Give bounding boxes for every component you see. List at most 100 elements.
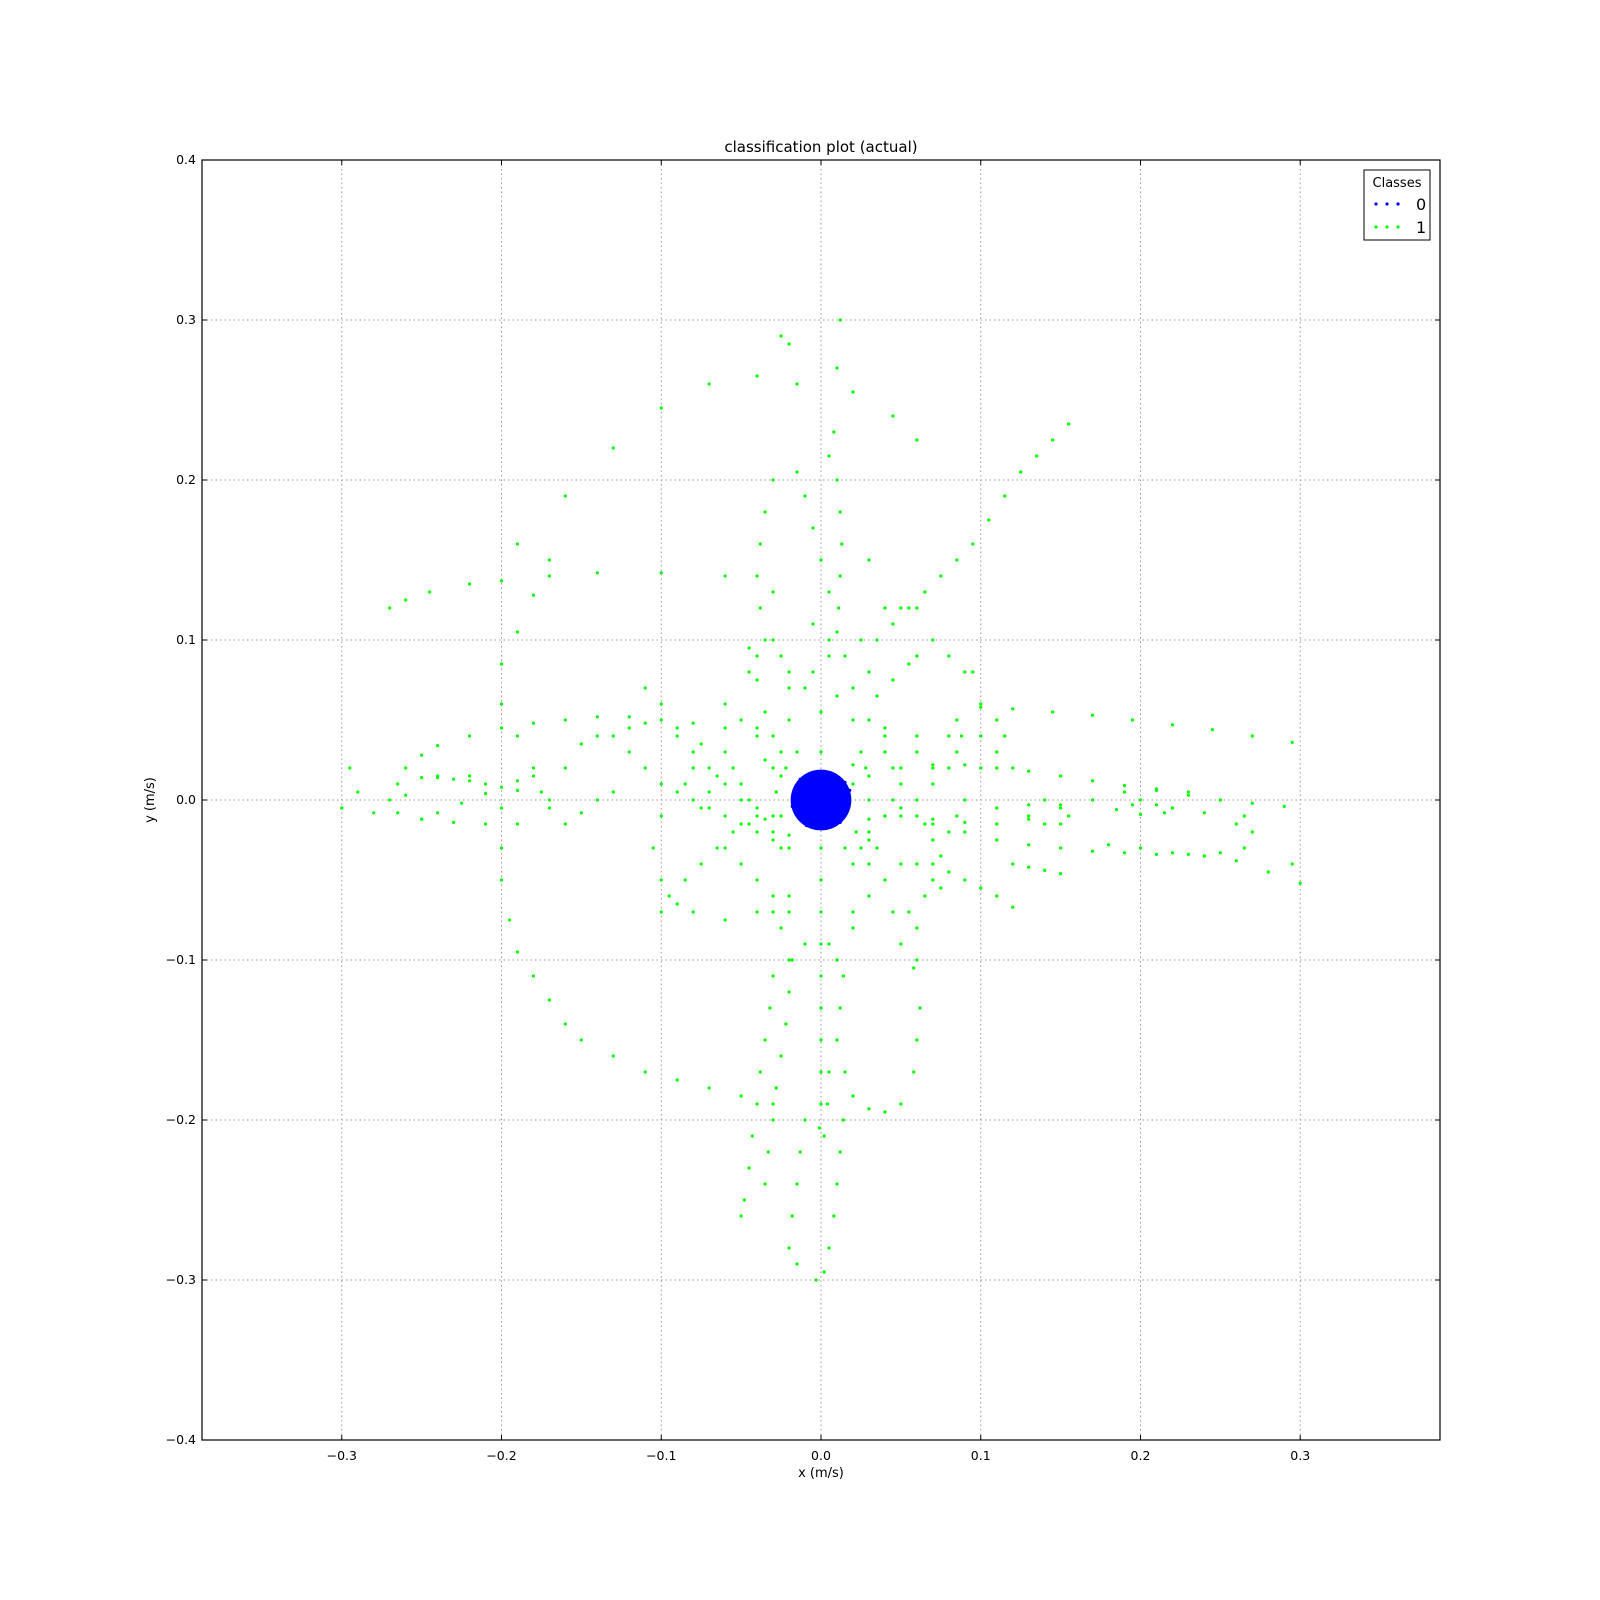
data-point [883,606,887,610]
data-point [819,1006,823,1010]
y-axis-label: y (m/s) [143,777,158,823]
y-tick-label: −0.2 [166,1112,196,1127]
data-point [784,766,788,770]
data-point [531,593,536,597]
legend-marker [1385,202,1389,206]
data-point [923,894,927,898]
data-point [531,766,536,770]
data-point [755,726,759,730]
data-point [643,686,647,690]
data-point [838,510,842,514]
data-point [1234,859,1238,863]
data-point [1011,766,1015,770]
data-point [348,766,352,770]
data-point [915,958,919,962]
data-point [1290,862,1294,866]
data-point [515,788,520,793]
data-point [595,715,599,719]
data-point [923,822,927,826]
y-tick-label: −0.1 [166,952,196,967]
x-tick-label: 0.3 [1290,1448,1310,1463]
data-point [963,763,967,767]
data-point [451,820,456,825]
data-point [891,766,895,770]
data-point [1250,801,1254,805]
data-point [420,817,424,821]
data-point [771,894,775,898]
data-point [627,715,631,719]
data-point [947,870,951,874]
data-point [755,814,759,818]
data-point [867,894,871,898]
data-point [923,590,927,594]
data-point [891,678,895,682]
data-point [899,606,903,610]
data-point [835,958,839,962]
data-point [467,779,472,783]
data-point [803,686,807,690]
data-point [779,1054,783,1058]
data-point [787,894,791,898]
data-point [1122,851,1127,855]
data-point [838,318,842,322]
data-series-layer [340,318,1302,1282]
data-point [1202,811,1206,815]
y-tick-label: −0.3 [166,1272,196,1287]
data-point [851,686,855,690]
data-point [955,558,959,562]
data-point [979,734,983,738]
data-point [715,846,719,850]
data-point [995,838,999,842]
data-point [827,654,831,658]
data-point [915,654,919,658]
data-point [1090,779,1095,783]
data-point [467,774,472,778]
data-point [835,1182,839,1186]
data-point [755,734,759,738]
data-point [771,1118,775,1122]
data-point [563,494,568,498]
data-point [1106,843,1111,847]
data-point [675,1078,679,1082]
data-point [499,785,504,789]
data-point [899,1102,903,1106]
data-point [747,822,751,826]
data-point [827,454,831,458]
data-point [1011,707,1015,711]
data-point [995,822,999,826]
data-point [1059,846,1063,850]
data-point [747,646,751,650]
data-point [515,630,520,634]
data-point [723,918,727,922]
data-point [838,1006,842,1010]
data-point [691,750,695,754]
data-point [795,1262,799,1266]
data-point [979,766,983,770]
data-point [659,718,663,722]
data-point [372,811,376,815]
data-point [1186,852,1191,857]
data-point [1218,798,1222,802]
y-tick-label: 0.2 [176,472,196,487]
data-point [436,811,440,815]
data-point [763,638,767,642]
data-point [742,1198,746,1202]
data-point [787,1246,791,1250]
data-point [891,798,895,802]
data-point [515,822,520,826]
data-point [579,811,583,815]
data-point [899,782,903,786]
data-point [931,782,935,786]
data-point [1130,803,1135,807]
data-point [723,726,727,730]
data-point [836,606,841,610]
data-point [995,718,999,722]
data-point [1250,830,1254,834]
data-point [1011,862,1015,866]
data-point [883,750,887,754]
y-tick-label: 0.1 [176,632,196,647]
data-point [1043,822,1047,826]
data-point [790,1214,794,1218]
data-point [595,798,599,802]
